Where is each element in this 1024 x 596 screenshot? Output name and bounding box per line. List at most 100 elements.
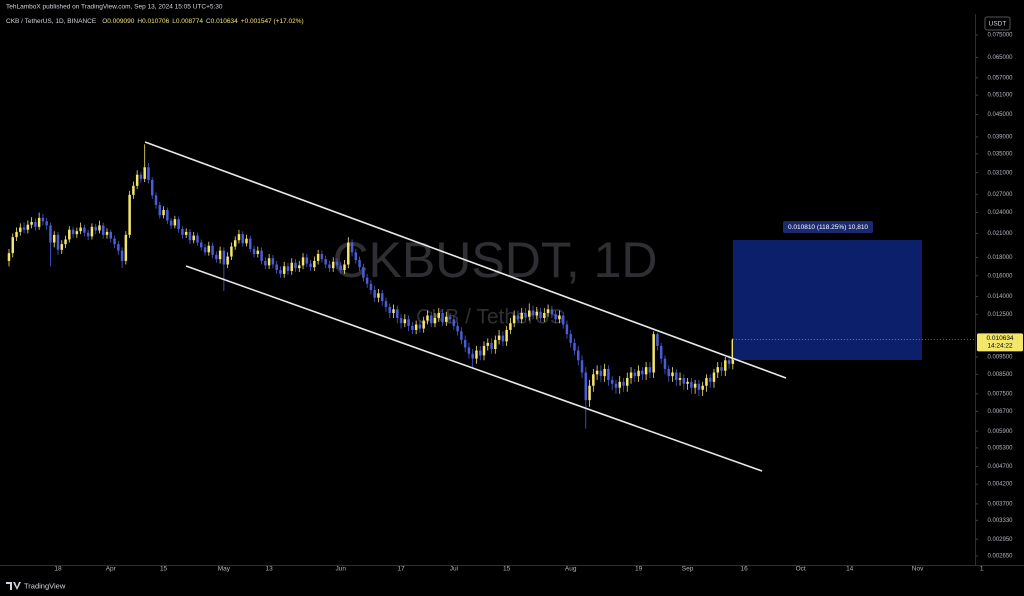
candle-body	[79, 227, 82, 232]
candle-body	[68, 229, 71, 240]
candle-body	[644, 367, 648, 375]
candle-body	[475, 350, 478, 359]
y-tick-label: 0.002950	[987, 537, 1013, 543]
position-label-box	[783, 221, 873, 233]
candle-body	[682, 378, 686, 384]
candle-body	[429, 315, 433, 324]
candle-body	[83, 227, 86, 233]
candle-body	[267, 258, 271, 266]
currency[interactable]: USDT	[989, 21, 1007, 28]
candle-body	[524, 312, 527, 317]
x-tick-label: 15	[160, 566, 168, 573]
candle-body	[11, 237, 15, 254]
candle-body	[158, 204, 162, 216]
y-tick-label: 0.004700	[987, 464, 1013, 470]
candle-body	[531, 310, 535, 316]
x-tick-label: 13	[265, 566, 273, 573]
candle-body	[56, 234, 60, 250]
candle-body	[313, 260, 316, 268]
candle-body	[26, 224, 30, 230]
candle-body	[309, 263, 312, 268]
candle-body	[384, 301, 388, 307]
candle-body	[426, 315, 429, 321]
candle-body	[377, 293, 380, 298]
candle-body	[249, 238, 252, 249]
candle-body	[331, 261, 335, 269]
candle-body	[411, 325, 414, 330]
candle-body	[592, 374, 595, 386]
candle-body	[120, 250, 124, 261]
candle-body	[671, 372, 674, 377]
candle-body	[509, 323, 512, 330]
candle-body	[15, 231, 18, 238]
candle-body	[693, 383, 697, 388]
candle-body	[64, 239, 67, 245]
candle-body	[482, 345, 486, 356]
candle-body	[546, 309, 550, 313]
candle-body	[286, 266, 290, 271]
candle-body	[335, 261, 339, 266]
candle-body	[550, 309, 554, 315]
candle-body	[154, 195, 158, 205]
candle-body	[45, 221, 48, 226]
candle-body	[173, 219, 177, 226]
candle-body	[241, 234, 244, 244]
x-tick-label: Jun	[336, 566, 347, 573]
candle-body	[716, 367, 719, 373]
candle-body	[456, 325, 459, 332]
x-tick-label: Nov	[912, 566, 924, 573]
symbol-title: CKB / TetherUS, 1D, BINANCE	[6, 18, 97, 25]
ohlc-key: O	[102, 18, 107, 25]
candle-body	[19, 227, 22, 232]
x-tick-label: 1	[980, 566, 984, 573]
candle-body	[690, 381, 693, 388]
currency-box[interactable]	[984, 16, 1011, 31]
y-tick-label: 0.002650	[987, 553, 1013, 559]
candle-body	[569, 334, 572, 343]
candle-body	[294, 262, 297, 269]
y-tick-label: 0.031000	[987, 170, 1013, 176]
candle-body	[437, 312, 441, 319]
candle-body	[211, 245, 214, 255]
candle-body	[663, 358, 667, 369]
y-tick-label: 0.004200	[987, 482, 1013, 488]
candle-body	[7, 253, 11, 261]
y-tick-label: 0.007500	[987, 391, 1013, 397]
candle-body	[109, 231, 113, 239]
candle-body	[237, 234, 241, 241]
candle-body	[90, 226, 94, 237]
candle-body	[720, 367, 723, 371]
x-tick-label: Aug	[565, 566, 577, 573]
candle-body	[675, 372, 678, 380]
candle-body	[230, 246, 233, 257]
x-tick-label: 18	[54, 566, 62, 573]
candle-body	[448, 316, 452, 320]
candle-body	[580, 360, 584, 373]
candle-body	[460, 331, 463, 340]
candle-body	[184, 231, 188, 235]
candle-body	[648, 367, 652, 373]
y-tick-label: 0.016000	[987, 273, 1013, 279]
candle-body	[362, 267, 365, 278]
candle-body	[520, 312, 523, 320]
y-tick-label: 0.014000	[987, 294, 1013, 300]
brand: TradingView	[6, 581, 66, 590]
candle-body	[731, 339, 735, 364]
candle-body	[188, 231, 192, 241]
candle-body	[354, 252, 358, 261]
candle-body	[271, 258, 275, 265]
ohlc-value: 0.008774	[176, 18, 203, 25]
candle-body	[667, 368, 670, 377]
candle-body	[86, 232, 90, 237]
candle-body	[396, 309, 399, 319]
candle-body	[565, 324, 569, 335]
candle-body	[629, 372, 633, 379]
candle-body	[724, 360, 727, 371]
candle-body	[203, 247, 207, 253]
candle-body	[535, 311, 539, 316]
candle-body	[610, 379, 614, 384]
candle-body	[222, 250, 226, 265]
candle-body	[71, 229, 75, 235]
candle-body	[501, 335, 505, 342]
